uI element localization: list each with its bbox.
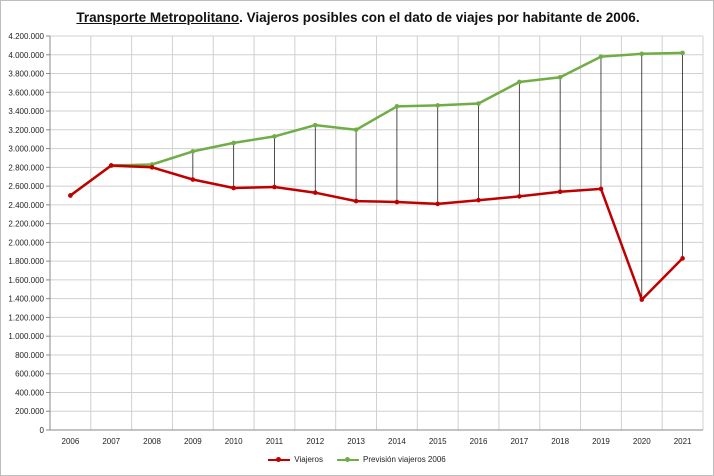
x-tick-label: 2020 xyxy=(633,437,651,446)
y-tick-label: 3.800.000 xyxy=(8,70,44,79)
legend-item-prevision[interactable]: Previsión viajeros 2006 xyxy=(337,455,446,464)
y-tick-label: 400.000 xyxy=(15,388,44,397)
data-point-prevision xyxy=(517,79,522,85)
y-axis-ticks: 0 200.000 400.000 600.000 800.000 1.000.000 1.… xyxy=(8,32,50,435)
y-tick-label: 3.600.000 xyxy=(8,88,44,97)
y-tick-label: 600.000 xyxy=(15,370,44,379)
chart-title-main: Transporte Metropolitano xyxy=(76,10,240,25)
data-point-prevision xyxy=(639,51,645,57)
y-tick-label: 1.000.000 xyxy=(8,332,44,341)
legend: Viajeros Previsión viajeros 2006 xyxy=(0,455,714,464)
y-tick-label: 1.800.000 xyxy=(8,257,44,266)
data-point-viajeros xyxy=(231,185,236,191)
x-tick-label: 2021 xyxy=(674,437,692,446)
data-point-viajeros xyxy=(435,201,441,207)
x-tick-label: 2009 xyxy=(184,437,202,446)
data-point-viajeros xyxy=(476,197,481,203)
x-tick-label: 2013 xyxy=(347,437,365,446)
x-axis-ticks: 2006 2007 2008 2009 2010 2011 2012 2013 2014 2015… xyxy=(62,437,693,446)
series-viajeros xyxy=(68,163,685,302)
y-tick-label: 4.000.000 xyxy=(8,51,44,60)
data-point-prevision xyxy=(353,127,359,133)
x-tick-label: 2011 xyxy=(266,437,284,446)
x-tick-label: 2016 xyxy=(470,437,488,446)
y-tick-label: 800.000 xyxy=(15,351,44,360)
gridlines xyxy=(49,35,704,431)
y-tick-label: 2.000.000 xyxy=(8,238,44,247)
legend-swatch-viajeros xyxy=(268,456,291,464)
y-tick-label: 3.200.000 xyxy=(8,126,44,135)
legend-label-viajeros: Viajeros xyxy=(294,455,324,464)
x-tick-label: 2018 xyxy=(551,437,569,446)
data-point-viajeros xyxy=(598,186,604,192)
x-tick-label: 2019 xyxy=(592,437,610,446)
data-point-prevision xyxy=(272,134,277,139)
y-tick-label: 2.800.000 xyxy=(8,163,44,172)
data-point-prevision xyxy=(476,101,481,106)
y-tick-label: 4.200.000 xyxy=(8,32,44,41)
data-point-prevision xyxy=(598,54,604,59)
y-tick-label: 3.400.000 xyxy=(8,107,44,116)
x-tick-label: 2008 xyxy=(143,437,161,446)
data-point-viajeros xyxy=(312,190,318,195)
x-tick-label: 2007 xyxy=(102,437,120,446)
x-tick-label: 2006 xyxy=(62,437,80,446)
data-point-viajeros xyxy=(108,163,114,168)
data-point-viajeros xyxy=(353,198,359,204)
series-prevision xyxy=(68,50,685,198)
data-point-viajeros xyxy=(190,177,196,182)
data-point-viajeros xyxy=(394,199,400,205)
data-point-prevision xyxy=(190,149,196,154)
axes xyxy=(49,36,703,431)
data-point-prevision xyxy=(680,50,685,56)
x-tick-label: 2014 xyxy=(388,437,406,446)
data-point-viajeros xyxy=(149,165,155,170)
drop-lines xyxy=(151,52,683,300)
chart-title-rest: . Viajeros posibles con el dato de viaje… xyxy=(239,10,640,25)
y-tick-label: 2.200.000 xyxy=(8,220,44,229)
data-point-prevision xyxy=(231,140,236,146)
y-tick-label: 1.600.000 xyxy=(8,276,44,285)
y-tick-label: 1.200.000 xyxy=(8,313,44,322)
series-line-viajeros xyxy=(69,164,684,301)
series-line-prevision xyxy=(69,51,683,197)
y-tick-label: 1.400.000 xyxy=(8,295,44,304)
legend-swatch-prevision xyxy=(337,456,360,464)
data-point-viajeros xyxy=(680,256,685,261)
x-tick-label: 2010 xyxy=(225,437,243,446)
y-tick-label: 3.000.000 xyxy=(8,145,44,154)
data-point-prevision xyxy=(312,122,318,128)
y-tick-label: 0 xyxy=(40,426,45,435)
data-point-viajeros xyxy=(68,193,73,198)
chart-title: Transporte Metropolitano. Viajeros posib… xyxy=(1,10,714,25)
x-tick-label: 2017 xyxy=(510,437,528,446)
y-tick-label: 2.600.000 xyxy=(8,182,44,191)
data-point-viajeros xyxy=(272,184,277,190)
data-point-viajeros xyxy=(517,194,522,199)
data-point-prevision xyxy=(557,74,563,80)
legend-label-prevision: Previsión viajeros 2006 xyxy=(363,455,446,464)
data-point-viajeros xyxy=(557,189,563,195)
data-point-prevision xyxy=(435,103,441,108)
data-point-prevision xyxy=(394,104,400,109)
y-tick-label: 200.000 xyxy=(15,407,44,416)
data-point-viajeros xyxy=(639,297,645,302)
series-layer xyxy=(68,50,685,302)
x-tick-label: 2015 xyxy=(429,437,447,446)
x-tick-label: 2012 xyxy=(306,437,324,446)
y-tick-label: 2.400.000 xyxy=(8,201,44,210)
legend-item-viajeros[interactable]: Viajeros xyxy=(268,455,323,464)
